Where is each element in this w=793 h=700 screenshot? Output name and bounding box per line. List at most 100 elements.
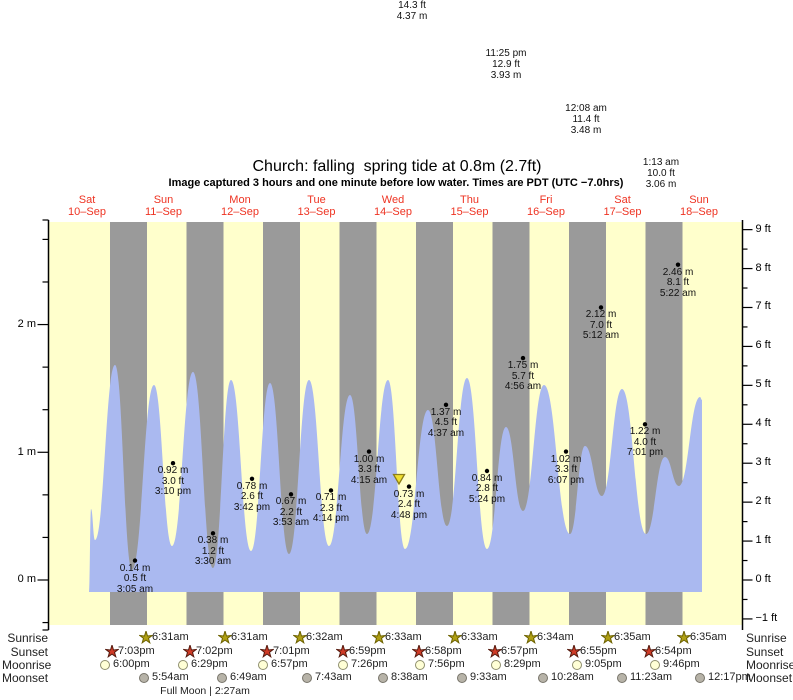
- low-tide-dot: [249, 476, 255, 481]
- low-tide-height-ft: 4.0 ft: [633, 436, 657, 448]
- chart-title: Church: falling spring tide at 0.8m (2.7…: [252, 158, 542, 175]
- sunset-star-icon: [104, 642, 120, 658]
- low-tide-height-m: 0.73 m: [393, 488, 425, 500]
- right-axis-label: 8 ft: [755, 261, 771, 274]
- low-tide-height-m: 1.75 m: [507, 360, 539, 372]
- sunrise-time: 6:32am: [306, 631, 343, 643]
- high-tide-annotation: 14.3 ft 4.37 m: [367, 0, 457, 22]
- low-tide-time: 6:07 pm: [547, 474, 585, 486]
- low-tide-time: 5:12 am: [582, 330, 620, 342]
- moonset-time: 12:17pm: [708, 671, 751, 683]
- day-weekday: Sat: [78, 194, 96, 206]
- moonset-circle-icon: [538, 673, 548, 683]
- low-tide-label: 1.00 m 3.3 ft 4:15 am: [329, 453, 409, 487]
- sunrise-time: 6:31am: [152, 631, 189, 643]
- right-axis-label: 9 ft: [755, 222, 771, 235]
- day-weekday: Mon: [229, 194, 251, 206]
- low-tide-dot: [598, 305, 604, 310]
- moonrise-circle-icon: [650, 660, 660, 670]
- sunset-star-icon: [487, 642, 503, 658]
- low-tide-label: 0.38 m 1.2 ft 3:30 am: [173, 536, 253, 568]
- sunrise-time: 6:35am: [614, 631, 651, 643]
- moonrise-circle-icon: [572, 660, 582, 670]
- low-tide-height-ft: 8.1 ft: [666, 277, 690, 289]
- low-tide-time: 3:53 am: [272, 517, 310, 529]
- sunset-star-icon: [335, 642, 351, 658]
- high-tide-height-ft: 10.0 ft: [647, 168, 675, 179]
- current-time-marker-icon: [392, 473, 406, 486]
- moonset-time: 8:38am: [391, 671, 428, 683]
- sunset-time: 6:59pm: [349, 644, 386, 657]
- low-tide-height-m: 0.92 m: [157, 465, 189, 477]
- sunset-star-icon: [641, 642, 657, 658]
- sunrise-star-icon: [676, 629, 692, 645]
- sunrise-star-icon: [447, 629, 463, 645]
- low-tide-label: 1.22 m 4.0 ft 7:01 pm: [605, 427, 685, 459]
- low-tide-time: 4:14 pm: [312, 513, 350, 525]
- day-date: 16–Sep: [527, 206, 565, 218]
- moonset-time: 11:23am: [630, 671, 672, 683]
- right-axis-label: 6 ft: [755, 339, 771, 352]
- day-weekday: Sun: [689, 194, 709, 206]
- day-weekday: Sun: [153, 194, 174, 206]
- sunset-star-icon: [335, 642, 351, 658]
- moonrise-circle-icon: [100, 660, 110, 670]
- sunrise-star-icon: [217, 629, 233, 645]
- low-tide-height-ft: 7.0 ft: [589, 319, 613, 331]
- sunset-star-icon: [259, 642, 275, 658]
- sunset-star-icon: [182, 642, 198, 658]
- moonset-circle-icon: [302, 673, 312, 683]
- sunset-star-icon: [566, 642, 582, 658]
- right-axis-label: 0 ft: [755, 573, 771, 585]
- sunrise-time: 6:34am: [537, 631, 574, 643]
- low-tide-label: 0.67 m 2.2 ft 3:53 am: [251, 497, 331, 529]
- low-tide-height-m: 1.02 m: [550, 453, 582, 465]
- low-tide-height-ft: 1.2 ft: [201, 545, 225, 557]
- low-tide-height-ft: 2.6 ft: [240, 491, 264, 503]
- sunrise-star-icon: [292, 629, 308, 645]
- low-tide-dot: [132, 558, 138, 563]
- sunrise-star-icon: [371, 629, 387, 645]
- moonset-circle-icon: [139, 673, 149, 683]
- low-tide-dot: [443, 402, 449, 408]
- sunset-time: 6:54pm: [655, 644, 692, 657]
- sunset-star-icon: [487, 642, 503, 658]
- moonset-circle-icon: [457, 673, 467, 683]
- right-axis-label: 2 ft: [755, 495, 771, 508]
- low-tide-time: 4:48 pm: [390, 509, 428, 521]
- sunrise-star-icon: [138, 629, 154, 645]
- moonrise-row-label-left: Moonrise: [2, 658, 52, 672]
- sunrise-time: 6:31am: [231, 631, 268, 643]
- low-tide-height-m: 0.78 m: [236, 480, 268, 492]
- right-axis-label: 4 ft: [755, 417, 771, 430]
- low-tide-height-m: 0.84 m: [471, 472, 503, 484]
- sunset-star-icon: [566, 642, 582, 658]
- low-tide-label: 0.84 m 2.8 ft 5:24 pm: [447, 472, 527, 506]
- day-weekday: Sat: [614, 194, 631, 206]
- sunrise-star-icon: [292, 629, 308, 645]
- high-tide-height-m: 3.93 m: [490, 70, 522, 81]
- low-tide-dot: [675, 262, 681, 267]
- day-weekday: Fri: [539, 194, 553, 206]
- low-tide-time: 5:22 am: [659, 287, 697, 299]
- high-tide-height-ft: 12.9 ft: [492, 59, 520, 70]
- day-date: 11–Sep: [144, 206, 183, 218]
- low-tide-time: 4:37 am: [427, 427, 465, 439]
- sunset-star-icon: [104, 642, 120, 658]
- low-tide-height-m: 1.00 m: [353, 453, 385, 465]
- sunset-time: 7:02pm: [196, 644, 233, 657]
- low-tide-label: 2.12 m 7.0 ft 5:12 am: [561, 310, 641, 342]
- low-tide-height-m: 0.71 m: [315, 492, 347, 504]
- high-tide-height-m: 4.37 m: [396, 11, 428, 22]
- sunrise-star-icon: [600, 629, 616, 645]
- sunset-star-icon: [182, 642, 198, 658]
- sunset-time: 6:58pm: [425, 644, 462, 657]
- low-tide-label: 0.71 m 2.3 ft 4:14 pm: [291, 493, 371, 525]
- low-tide-dot: [328, 488, 334, 493]
- sunrise-star-icon: [600, 629, 616, 645]
- chart-subtitle: Image captured 3 hours and one minute be…: [168, 177, 624, 189]
- sunrise-star-icon: [447, 629, 463, 645]
- low-tide-height-ft: 3.3 ft: [554, 464, 578, 476]
- sunrise-star-icon: [523, 629, 539, 645]
